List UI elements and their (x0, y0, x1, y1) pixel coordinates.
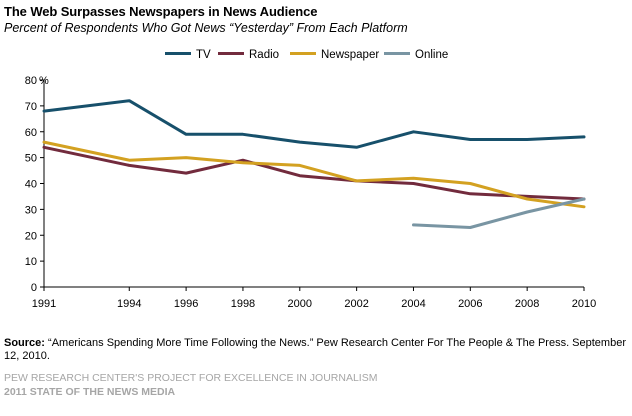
x-tick-label: 1991 (32, 298, 56, 310)
chart-axes: 0 10 20 30 40 50 60 70 80 % 1991 1994 1996 1998 2000 20… (25, 75, 596, 310)
line-chart: 0 10 20 30 40 50 60 70 80 % 1991 1994 1996 1998 2000 20… (25, 75, 596, 310)
x-tick-label: 1994 (117, 298, 141, 310)
legend-label-tv: TV (196, 49, 211, 61)
chart-title: The Web Surpasses Newspapers in News Aud… (4, 4, 318, 19)
legend-item-tv: TV (165, 49, 211, 65)
series-line-tv (42, 99, 586, 149)
x-tick-label: 1996 (174, 298, 198, 310)
y-tick-label: 0 (31, 282, 37, 294)
series-line-newspaper (42, 140, 586, 209)
x-tick-label: 2006 (458, 298, 482, 310)
x-tick-label: 2008 (515, 298, 539, 310)
legend-swatch-online (384, 52, 410, 56)
source-label: Source: (4, 337, 45, 349)
y-tick-label: 60 (25, 127, 37, 139)
x-tick-label: 1998 (231, 298, 255, 310)
chart-subtitle: Percent of Respondents Who Got News “Yes… (4, 21, 408, 35)
y-tick-label: 70 (25, 101, 37, 113)
x-tick-label: 2002 (344, 298, 368, 310)
y-tick-label: 20 (25, 230, 37, 242)
x-tick-label: 2004 (401, 298, 425, 310)
series-line-online (412, 197, 586, 229)
source-text: “Americans Spending More Time Following … (4, 337, 626, 362)
y-tick-label: 80 (25, 75, 37, 87)
y-tick-label: 10 (25, 256, 37, 268)
source-note: Source: “Americans Spending More Time Fo… (4, 337, 628, 363)
x-tick-label: 2010 (572, 298, 596, 310)
series-line-radio (42, 145, 586, 201)
y-unit-label: % (39, 75, 49, 87)
legend-swatch-radio (218, 52, 244, 56)
legend-label-online: Online (415, 49, 449, 61)
y-tick-label: 40 (25, 179, 37, 191)
chart-series (42, 99, 586, 229)
legend-item-radio: Radio (218, 49, 279, 65)
legend-swatch-tv (165, 52, 191, 56)
y-tick-label: 30 (25, 204, 37, 216)
org-credit: PEW RESEARCH CENTER'S PROJECT FOR EXCELL… (4, 372, 378, 384)
chart-legend: TV Radio Newspaper Online (0, 49, 632, 65)
legend-item-newspaper: Newspaper (290, 49, 379, 65)
legend-label-newspaper: Newspaper (321, 49, 380, 61)
report-credit: 2011 STATE OF THE NEWS MEDIA (4, 386, 176, 398)
legend-swatch-newspaper (290, 52, 316, 56)
legend-label-radio: Radio (249, 49, 280, 61)
x-tick-label: 2000 (288, 298, 312, 310)
y-tick-label: 50 (25, 153, 37, 165)
legend-item-online: Online (384, 49, 448, 65)
